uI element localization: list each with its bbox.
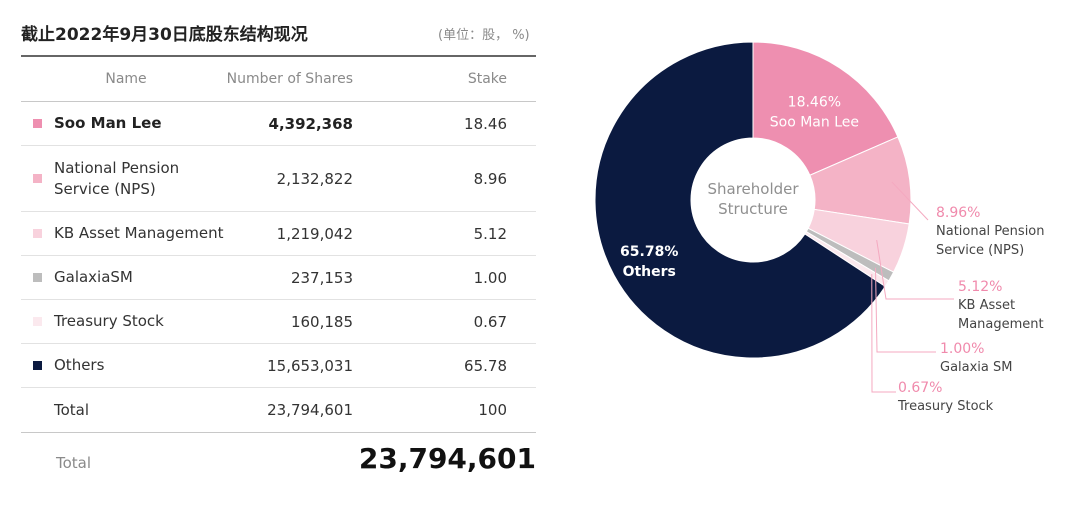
slice-value-label-5: 65.78% (620, 244, 678, 260)
table-row-total: Total 23,794,601 100 (21, 388, 536, 432)
header-name: Name (105, 70, 147, 87)
slice-name-label-5: Others (623, 264, 676, 280)
table-row: National Pension Service (NPS) 2,132,822… (21, 146, 536, 212)
row-stake: 65.78 (464, 356, 507, 375)
legend-swatch (33, 119, 42, 128)
table-header: Name Number of Shares Stake (21, 57, 536, 102)
slice-value-label-3: 1.00% (940, 341, 984, 357)
leader-line-1 (891, 181, 929, 221)
table-row: GalaxiaSM 237,153 1.00 (21, 256, 536, 300)
legend-swatch (33, 174, 42, 183)
slice-name-label-0: Soo Man Lee (770, 114, 859, 130)
table-row: Treasury Stock 160,185 0.67 (21, 300, 536, 344)
slice-value-label-4: 0.67% (898, 380, 942, 396)
shareholder-table: Name Number of Shares Stake Soo Man Lee … (21, 55, 536, 433)
leader-line-2 (876, 239, 954, 300)
row-shares: 1,219,042 (276, 224, 353, 243)
legend-swatch (33, 229, 42, 238)
table-row: Others 15,653,031 65.78 (21, 344, 536, 388)
row-shares: 4,392,368 (268, 114, 353, 133)
slice-name-label-1-1: Service (NPS) (936, 243, 1024, 258)
center-label-line-1: Shareholder (707, 180, 799, 198)
row-shares: 160,185 (290, 312, 353, 331)
row-stake: 0.67 (473, 312, 507, 331)
slice-name-label-2-0: KB Asset (958, 298, 1015, 313)
donut-slice-0 (752, 41, 899, 176)
row-shares: 23,794,601 (267, 401, 353, 419)
legend-swatch (33, 273, 42, 282)
table-row: Soo Man Lee 4,392,368 18.46 (21, 102, 536, 146)
grand-total-label: Total (56, 454, 92, 472)
table-row: KB Asset Management 1,219,042 5.12 (21, 212, 536, 256)
row-shares: 237,153 (290, 268, 353, 287)
row-name: National Pension Service (NPS) (54, 158, 180, 198)
row-name: Soo Man Lee (54, 114, 162, 132)
row-stake: 1.00 (473, 268, 507, 287)
row-stake: 18.46 (464, 114, 507, 133)
center-label-line-2: Structure (718, 200, 788, 218)
grand-total-value: 23,794,601 (358, 442, 536, 475)
donut-slice-5 (594, 41, 886, 359)
slice-name-label-2-1: Management (958, 317, 1044, 332)
row-name: GalaxiaSM (54, 268, 133, 286)
slice-value-label-0: 18.46% (788, 94, 841, 110)
slice-value-label-1: 8.96% (936, 205, 980, 221)
row-stake: 8.96 (473, 169, 507, 188)
row-name: Others (54, 356, 105, 374)
header-stake: Stake (467, 71, 507, 87)
leader-line-4 (871, 274, 896, 393)
slice-name-label-1-0: National Pension (936, 224, 1045, 239)
row-stake: 5.12 (473, 224, 507, 243)
row-name: Total (54, 400, 90, 419)
slice-name-label-4-0: Treasury Stock (897, 399, 994, 414)
header-shares: Number of Shares (226, 71, 353, 87)
slice-name-label-3-0: Galaxia SM (940, 360, 1013, 375)
row-shares: 2,132,822 (276, 169, 353, 188)
legend-swatch (33, 361, 42, 370)
row-shares: 15,653,031 (267, 356, 353, 375)
row-stake: 100 (478, 401, 507, 419)
row-name: Treasury Stock (54, 312, 164, 330)
unit-note: (单位：股， %) (438, 28, 530, 43)
row-name: KB Asset Management (54, 224, 224, 242)
leader-line-3 (874, 267, 936, 353)
legend-swatch (33, 317, 42, 326)
slice-value-label-2: 5.12% (958, 279, 1002, 295)
page-title: 截止2022年9月30日底股东结构现况 (21, 25, 308, 45)
